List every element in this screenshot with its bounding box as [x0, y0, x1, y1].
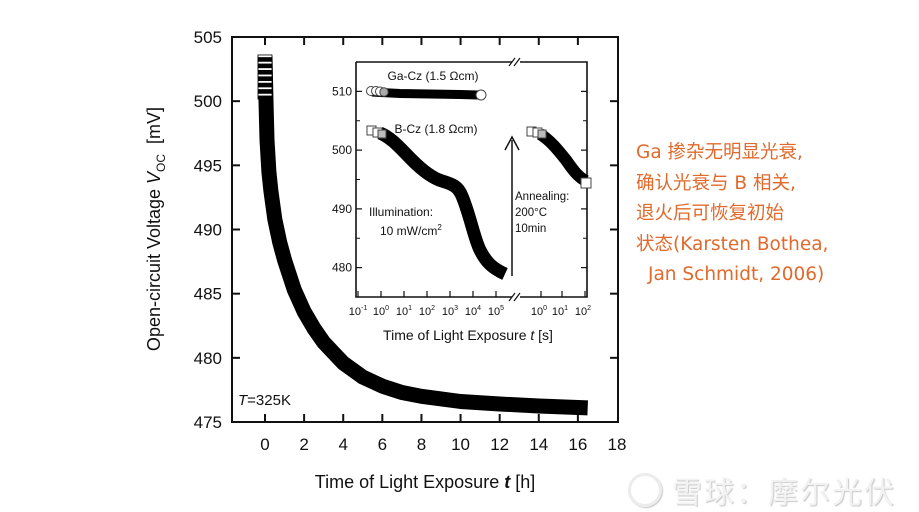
- x-tick-label: 4: [338, 435, 347, 454]
- ga-cz-label: Ga-Cz (1.5 Ωcm): [388, 69, 479, 83]
- inset-x-tick-label: 101: [396, 305, 412, 318]
- temperature-annotation: T=325K: [238, 392, 291, 409]
- inset-x-tick-label: 105: [488, 305, 504, 318]
- inset-y-tick-label: 500: [332, 143, 352, 157]
- x-tick-label: 10: [451, 435, 470, 454]
- inset-x-tick-label: 104: [465, 305, 481, 318]
- y-tick-label: 480: [194, 349, 222, 368]
- inset-y-tick-label: 510: [332, 84, 352, 98]
- y-tick-label: 485: [194, 285, 222, 304]
- annealing-duration: 10min: [515, 223, 546, 235]
- annealing-temp: 200°C: [515, 207, 547, 219]
- x-tick-label: 12: [490, 435, 509, 454]
- y-tick-label: 490: [194, 221, 222, 240]
- inset-x-axis-label: Time of Light Exposure t [s]: [383, 327, 553, 343]
- xueqiu-logo-icon: [628, 473, 662, 507]
- annotation-line-2: 确认光衰与 B 相关,: [636, 172, 796, 194]
- b-cz-annealed-markers: [526, 126, 592, 189]
- chinese-annotation: Ga 掺杂无明显光衰, 确认光衰与 B 相关, 退火后可恢复初始 状态(Kars…: [636, 138, 916, 291]
- watermark: 雪球：摩尔光伏: [628, 468, 896, 512]
- annealing-label: Annealing:: [515, 191, 569, 203]
- inset-x-tick-label: 100: [373, 305, 389, 318]
- b-cz-annealed-series: [536, 128, 589, 187]
- inset-x-axis: 10-1 100 101 102 103 104 105 100 101 102: [349, 291, 591, 318]
- inset-x-tick-label: 10-1: [349, 305, 368, 318]
- y-tick-label: 505: [194, 28, 222, 47]
- inset-x-tick-label: 102: [419, 305, 435, 318]
- watermark-text: 雪球：摩尔光伏: [672, 476, 896, 511]
- axis-break-marks: [508, 57, 521, 302]
- inset-x-tick-label: 103: [442, 305, 458, 318]
- main-x-axis-label: Time of Light Exposure t [h]: [315, 472, 535, 492]
- b-cz-markers: [366, 125, 387, 139]
- y-tick-label: 495: [194, 156, 222, 175]
- x-tick-label: 14: [529, 435, 548, 454]
- x-tick-label: 16: [568, 435, 587, 454]
- annotation-line-1: Ga 掺杂无明显光衰,: [636, 142, 803, 163]
- illumination-value: 10 mW/cm2: [380, 223, 442, 238]
- b-cz-series: [377, 127, 508, 280]
- x-tick-label: 8: [417, 435, 426, 454]
- inset-x-tick-label-right: 102: [575, 305, 591, 318]
- inset-y-tick-label: 490: [332, 202, 352, 216]
- inset-x-tick-label-right: 101: [552, 305, 568, 318]
- x-tick-label: 18: [608, 435, 627, 454]
- inset-x-tick-label-right: 100: [531, 305, 547, 318]
- inset-y-tick-label: 480: [332, 261, 352, 275]
- main-y-axis: 475 480 485 490 495 500 505: [194, 28, 618, 432]
- y-tick-label: 475: [194, 413, 222, 432]
- main-y-axis-label: Open-circuit Voltage VOC [mV]: [144, 107, 168, 351]
- arrow-head-icon: [504, 135, 520, 151]
- b-cz-label: B-Cz (1.8 Ωcm): [395, 122, 478, 136]
- y-tick-label: 500: [194, 92, 222, 111]
- annotation-line-4: 状态(Karsten Bothea,: [636, 233, 829, 255]
- ga-cz-markers: [366, 86, 487, 101]
- annotation-line-5: Jan Schmidt, 2006): [648, 264, 825, 285]
- x-tick-label: 2: [299, 435, 308, 454]
- illumination-label: Illumination:: [369, 205, 433, 219]
- main-data-series: [257, 56, 588, 416]
- x-tick-label: 6: [378, 435, 387, 454]
- annotation-line-3: 退火后可恢复初始: [636, 203, 785, 224]
- main-x-axis: 0 2 4 6 8 10 12 14 16 18: [260, 37, 626, 454]
- x-tick-label: 0: [260, 435, 269, 454]
- main-early-data-markers: [257, 54, 273, 100]
